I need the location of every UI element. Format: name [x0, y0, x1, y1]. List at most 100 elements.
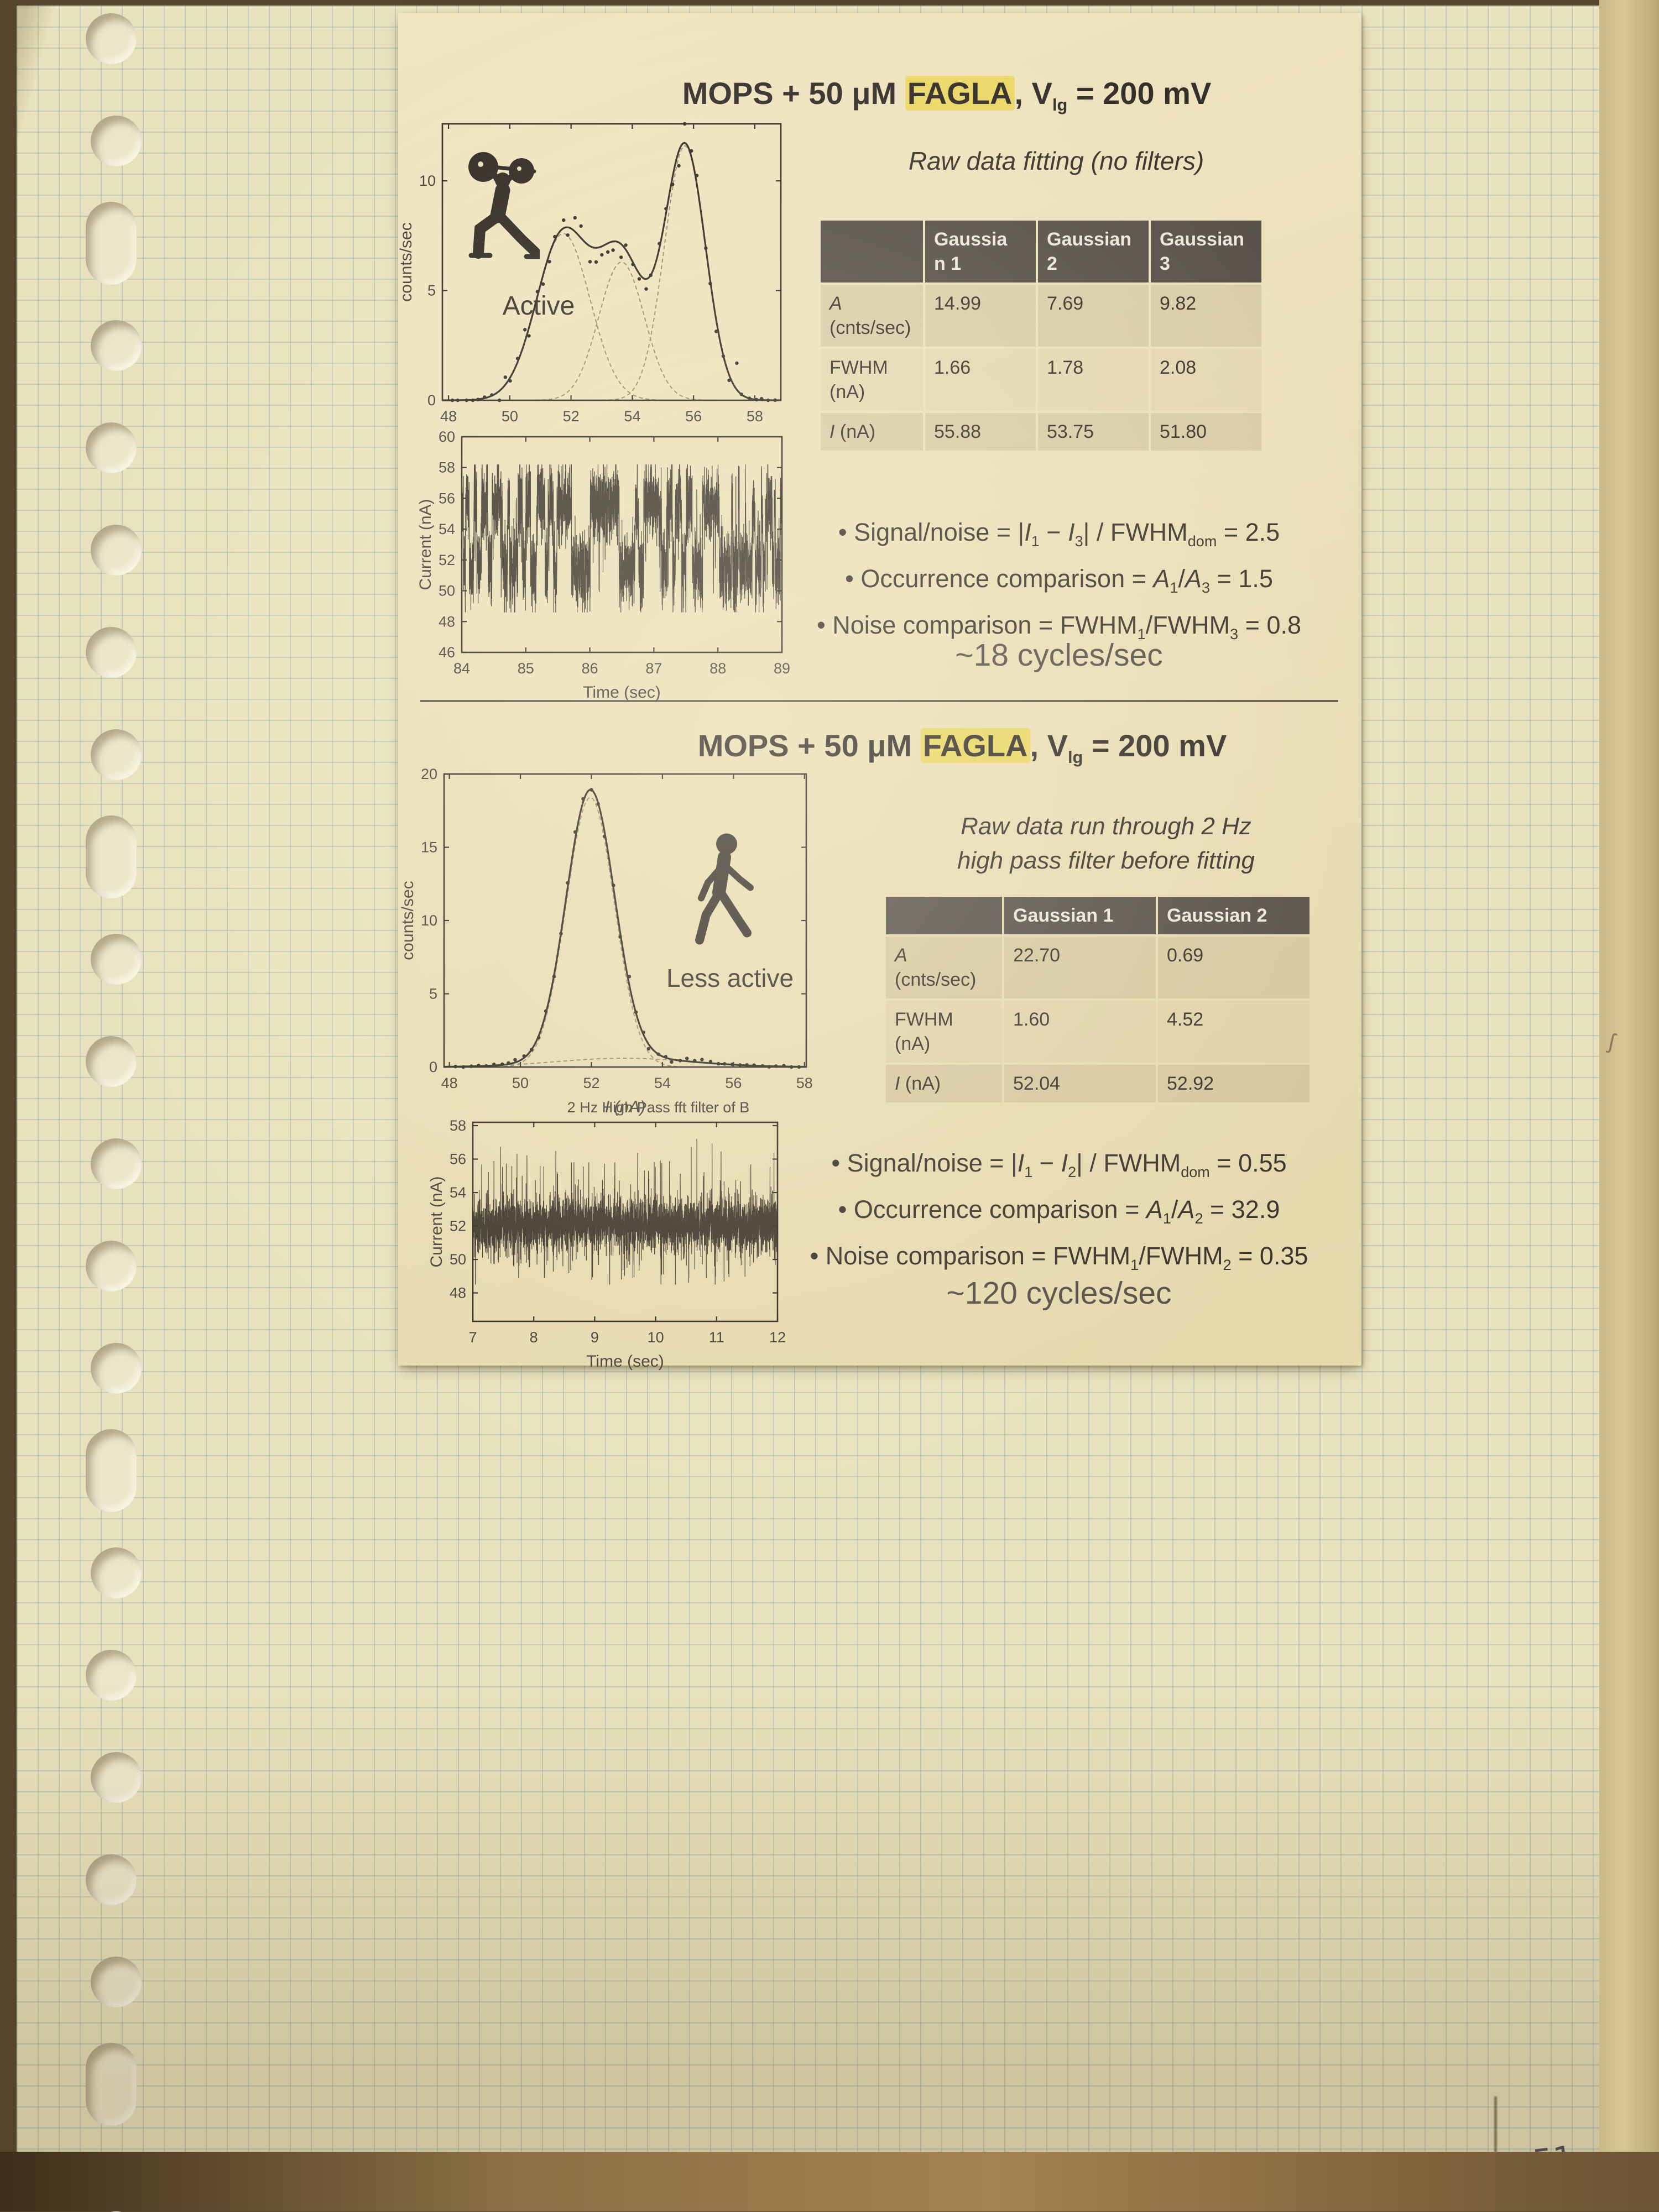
value-cell: 2.08 [1151, 349, 1261, 411]
binder-hole [86, 1241, 137, 1291]
value-cell: 22.70 [1004, 937, 1156, 998]
bullet-line: • Occurrence comparison = A1/A3 = 1.5 [752, 560, 1366, 606]
svg-text:52: 52 [583, 1075, 599, 1091]
svg-text:5: 5 [429, 986, 437, 1002]
section1-cycles: ~18 cycles/sec [752, 637, 1366, 673]
svg-text:58: 58 [439, 459, 455, 476]
value-cell: 1.60 [1004, 1001, 1156, 1063]
section2-cycles: ~120 cycles/sec [752, 1275, 1366, 1311]
pen-mark: ʃ [1606, 1029, 1616, 1055]
svg-text:58: 58 [450, 1117, 466, 1134]
binder-hole [91, 320, 142, 371]
title-subscript: lg [1052, 95, 1067, 114]
row-label-cell: FWHM (nA) [886, 1001, 1002, 1063]
svg-text:48: 48 [439, 613, 455, 630]
binder-hole [91, 525, 142, 576]
value-cell: 52.04 [1004, 1065, 1156, 1102]
svg-text:54: 54 [439, 521, 455, 537]
table-header-cell: Gaussian 3 [1151, 221, 1261, 283]
table-header-cell: Gaussia n 1 [925, 221, 1036, 283]
svg-text:48: 48 [450, 1285, 466, 1301]
table-header-cell: Gaussian 2 [1038, 221, 1149, 283]
section2-bullets: • Signal/noise = |I1 − I2| / FWHMdom = 0… [752, 1144, 1366, 1284]
svg-text:56: 56 [439, 490, 455, 506]
notebook-edge: ʃ [1599, 0, 1659, 2152]
table-header-cell: Gaussian 1 [1004, 897, 1156, 934]
row-label-cell: A (cnts/sec) [821, 285, 923, 347]
svg-text:50: 50 [439, 583, 455, 599]
binder-hole [91, 116, 142, 166]
binder-hole [91, 729, 142, 780]
value-cell: 1.78 [1038, 349, 1149, 411]
svg-text:10: 10 [419, 172, 436, 189]
binder-hole [91, 1343, 142, 1394]
row-label-cell: I (nA) [886, 1065, 1002, 1102]
svg-text:10: 10 [648, 1329, 664, 1346]
bullet-line: • Signal/noise = |I1 − I3| / FWHMdom = 2… [752, 514, 1366, 560]
value-cell: 4.52 [1158, 1001, 1310, 1063]
svg-text:Time (sec): Time (sec) [583, 683, 661, 702]
binder-hole [91, 1957, 142, 2007]
binder-hole [86, 202, 137, 285]
binder-hole [86, 627, 137, 678]
printed-sheet: MOPS + 50 μM FAGLA, Vlg = 200 mV Raw dat… [398, 13, 1361, 1366]
svg-text:87: 87 [645, 660, 662, 677]
row-label-cell: FWHM (nA) [821, 349, 923, 411]
svg-text:counts/sec: counts/sec [397, 222, 415, 301]
svg-text:Current (nA): Current (nA) [427, 1176, 446, 1267]
svg-text:8: 8 [530, 1329, 538, 1346]
row-label-cell: I (nA) [821, 413, 923, 451]
svg-text:52: 52 [439, 552, 455, 568]
bullet-line: • Signal/noise = |I1 − I2| / FWHMdom = 0… [752, 1144, 1366, 1191]
title-text: , V [1015, 76, 1052, 111]
binder-hole [86, 1429, 137, 1512]
svg-text:Current (nA): Current (nA) [416, 499, 435, 590]
svg-text:0: 0 [429, 1059, 437, 1075]
table-header-cell [886, 897, 1002, 934]
binder-hole [91, 934, 142, 985]
value-cell: 7.69 [1038, 285, 1149, 347]
value-cell: 9.82 [1151, 285, 1261, 347]
binder-hole [86, 2043, 137, 2126]
svg-text:56: 56 [725, 1075, 742, 1091]
svg-text:54: 54 [654, 1075, 671, 1091]
section1-bullets: • Signal/noise = |I1 − I3| / FWHMdom = 2… [752, 514, 1366, 653]
bullet-line: • Occurrence comparison = A1/A2 = 32.9 [752, 1191, 1366, 1237]
svg-text:58: 58 [796, 1075, 813, 1091]
value-cell: 0.69 [1158, 937, 1310, 998]
fagla-highlight: FAGLA [905, 76, 1015, 111]
svg-text:48: 48 [441, 1075, 458, 1091]
svg-text:5: 5 [427, 283, 436, 299]
svg-text:84: 84 [453, 660, 470, 677]
table-header-cell: Gaussian 2 [1158, 897, 1310, 934]
binder-hole [91, 1752, 142, 1803]
binder-hole [86, 1854, 137, 1905]
svg-text:52: 52 [450, 1218, 466, 1235]
notebook-page: MOPS + 50 μM FAGLA, Vlg = 200 mV Raw dat… [17, 6, 1599, 2152]
svg-text:88: 88 [709, 660, 726, 677]
value-cell: 55.88 [925, 413, 1036, 451]
svg-text:11: 11 [709, 1329, 724, 1346]
svg-text:50: 50 [450, 1251, 466, 1268]
table-surface [0, 2152, 1659, 2211]
title-text: , V [1030, 728, 1068, 763]
fagla-highlight: FAGLA [921, 728, 1030, 763]
section1-caption: Raw data fitting (no filters) [807, 144, 1305, 178]
svg-text:20: 20 [421, 766, 437, 782]
binder-hole [86, 1650, 137, 1701]
svg-text:89: 89 [774, 660, 790, 677]
binder-hole [91, 1138, 142, 1189]
row-label-cell: A (cnts/sec) [886, 937, 1002, 998]
section2-caption: Raw data run through 2 Hz high pass filt… [874, 809, 1338, 878]
